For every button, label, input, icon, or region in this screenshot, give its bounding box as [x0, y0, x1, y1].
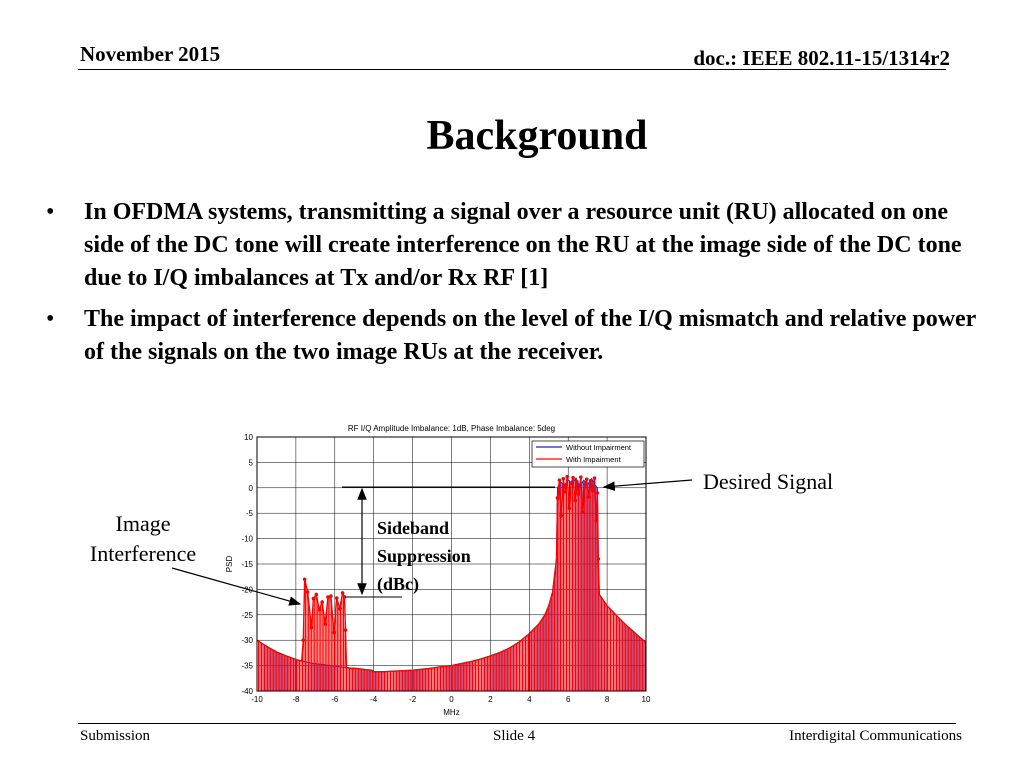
- bullet-text: The impact of interference depends on th…: [84, 306, 976, 365]
- series-marker: [305, 590, 310, 594]
- slide-title: Background: [426, 113, 648, 159]
- series-marker: [595, 491, 600, 495]
- header-doc-id: doc.: IEEE 802.11-15/1314r2: [693, 46, 950, 70]
- psd-chart-svg: -10 -8 -6 -4 -2 0 2 4 6 8 101050-5-10-15-20-25-30-…: [225, 424, 651, 717]
- legend-entry: Without Impairment: [566, 443, 632, 452]
- legend-entry: With Impairment: [566, 455, 622, 464]
- series-marker: [580, 510, 585, 514]
- series-marker: [571, 475, 575, 480]
- y-tick-label: -30: [241, 636, 253, 645]
- legend-box: [531, 440, 645, 468]
- series-marker: [561, 476, 566, 481]
- series-marker: [334, 596, 339, 600]
- series-marker: [326, 595, 330, 599]
- x-tick-label: 8: [605, 695, 610, 704]
- x-tick-label: -2: [409, 695, 417, 704]
- sideband-suppression-label: Sideband Suppression (dBc): [377, 518, 471, 594]
- desired-signal-label: Desired Signal: [703, 469, 834, 494]
- series-marker: [314, 592, 319, 597]
- y-tick-label: -10: [241, 535, 253, 544]
- series-marker: [579, 475, 583, 479]
- y-tick-label: -35: [241, 662, 253, 671]
- series-marker: [340, 591, 345, 595]
- x-tick-label: -4: [370, 695, 378, 704]
- bullet-symbol: •: [46, 306, 55, 332]
- series-marker: [590, 488, 595, 493]
- footer-submission: Submission: [80, 728, 151, 744]
- series-marker: [582, 482, 587, 487]
- bullet-text: In OFDMA systems, transmitting a signal …: [84, 199, 962, 291]
- bullet-symbol: •: [46, 199, 55, 225]
- y-axis-label: PSD: [225, 556, 234, 573]
- series-marker: [557, 478, 562, 482]
- plot-frame: [256, 436, 647, 692]
- series-marker: [575, 479, 579, 484]
- series-marker: [588, 478, 593, 483]
- series-marker: [343, 628, 348, 632]
- y-tick-label: -40: [241, 687, 253, 696]
- series-marker: [323, 622, 327, 626]
- y-tick-label: -20: [241, 585, 253, 594]
- series-with-impairment: [256, 474, 647, 691]
- series-marker: [337, 606, 342, 611]
- x-tick-label: -8: [292, 695, 300, 704]
- bullet-item: • The impact of interference depends on …: [40, 303, 980, 369]
- x-axis-label: MHz: [443, 708, 459, 717]
- series-marker: [309, 625, 314, 630]
- psd-chart: -10 -8 -6 -4 -2 0 2 4 6 8 10 10 5 0 -5 -10 -15 -20 -25 -30-…: [220, 418, 660, 718]
- series-marker: [565, 474, 570, 479]
- y-tick-label: 0: [249, 484, 254, 493]
- series-marker: [567, 506, 571, 510]
- series-marker: [563, 490, 568, 494]
- series-marker: [329, 594, 333, 598]
- series-marker: [342, 595, 347, 599]
- series-marker: [559, 513, 564, 518]
- bullet-list: • In OFDMA systems, transmitting a signa…: [40, 196, 980, 377]
- footer-company: Interdigital Communications: [789, 728, 962, 744]
- footer-divider: [78, 723, 956, 724]
- series-marker: [569, 481, 573, 486]
- series-marker: [592, 476, 597, 480]
- x-tick-label: -10: [251, 695, 263, 704]
- header-divider: [78, 69, 946, 70]
- x-tick-label: 6: [566, 695, 571, 704]
- series-marker: [584, 477, 589, 481]
- series-marker: [332, 630, 336, 635]
- series-marker: [594, 519, 599, 523]
- x-tick-label: 4: [527, 695, 532, 704]
- series-marker: [320, 600, 324, 604]
- image-interference-label: Image Interference: [89, 511, 197, 566]
- y-tick-label: -5: [246, 509, 254, 518]
- series-marker: [555, 496, 560, 500]
- x-tick-label: 2: [488, 695, 493, 704]
- y-tick-label: 10: [244, 433, 253, 442]
- legend: Without Impairment With Impairment: [531, 440, 645, 468]
- series-marker: [573, 498, 577, 503]
- x-tick-label: -6: [331, 695, 339, 704]
- x-tick-label: 10: [642, 695, 651, 704]
- chart-title: RF I/Q Amplitude Imbalance: 1dB, Phase I…: [348, 424, 555, 433]
- series-marker: [317, 607, 322, 612]
- series-marker: [596, 557, 601, 561]
- series-marker: [301, 638, 306, 642]
- y-tick-label: -15: [241, 560, 253, 569]
- series-marker: [586, 495, 591, 499]
- series-marker: [302, 577, 307, 582]
- y-tick-label: 5: [249, 458, 254, 467]
- header-date: November 2015: [80, 42, 221, 66]
- x-tick-label: 0: [449, 695, 454, 704]
- series-marker: [311, 596, 316, 601]
- y-tick-label: -25: [241, 611, 253, 620]
- bullet-item: • In OFDMA systems, transmitting a signa…: [40, 196, 980, 295]
- footer-slide-number: Slide 4: [493, 728, 536, 744]
- series-marker: [577, 492, 581, 496]
